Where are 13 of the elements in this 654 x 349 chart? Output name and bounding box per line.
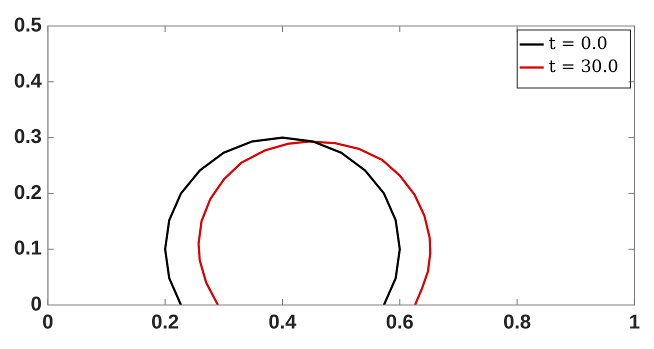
y-tick-label: 0.1 — [14, 238, 42, 260]
legend-label: t = 0.0 — [548, 34, 608, 54]
x-tick-label: 0.2 — [151, 312, 180, 334]
x-tick-label: 0.4 — [268, 312, 298, 334]
y-tick-label: 0.3 — [14, 126, 42, 148]
y-tick-label: 0.4 — [14, 70, 43, 92]
x-tick-label: 1 — [628, 312, 640, 334]
legend-label: t = 30.0 — [548, 56, 618, 77]
y-tick-label: 0 — [30, 294, 42, 316]
x-tick-label: 0.6 — [386, 312, 414, 334]
x-tick-label: 0.8 — [503, 312, 532, 334]
y-tick-label: 0.5 — [14, 14, 42, 37]
y-tick-label: 0.2 — [14, 182, 42, 204]
